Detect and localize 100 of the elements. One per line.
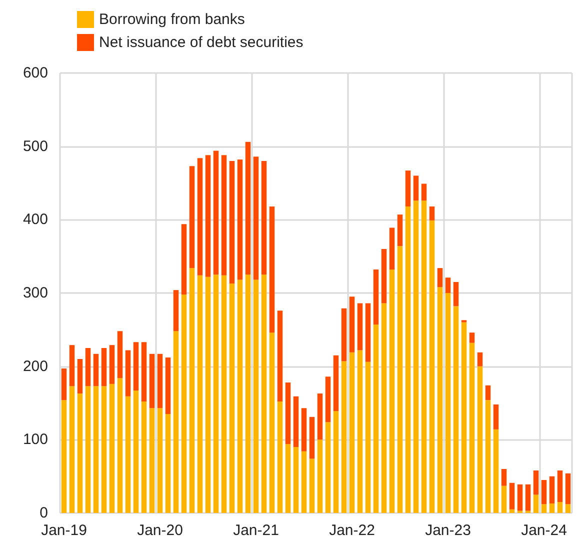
- y-tick-label: 500: [22, 138, 48, 155]
- bar: [253, 156, 259, 280]
- bar: [237, 280, 243, 513]
- bar: [565, 473, 571, 504]
- x-tick-label: Jan-22: [329, 522, 375, 539]
- bar: [485, 400, 491, 513]
- bar: [237, 160, 243, 280]
- bar: [373, 324, 379, 513]
- bar: [509, 482, 515, 510]
- bar: [181, 224, 187, 294]
- bar: [509, 509, 515, 513]
- bar: [357, 350, 363, 513]
- bar: [85, 348, 91, 386]
- bar: [117, 378, 123, 513]
- bar: [317, 393, 323, 440]
- bar: [245, 142, 251, 275]
- bar: [549, 503, 555, 513]
- bar: [181, 294, 187, 513]
- bar: [549, 476, 555, 504]
- x-tick-label: Jan-21: [233, 522, 279, 539]
- bar: [229, 283, 235, 513]
- x-tick-label: Jan-20: [137, 522, 183, 539]
- bar: [165, 414, 171, 513]
- bar: [453, 306, 459, 513]
- bar: [461, 322, 467, 513]
- bar: [413, 176, 419, 201]
- bar: [485, 385, 491, 400]
- bar: [493, 429, 499, 513]
- bar: [437, 268, 443, 288]
- bar: [501, 486, 507, 513]
- bar: [261, 274, 267, 513]
- bar: [245, 274, 251, 513]
- bar: [197, 275, 203, 513]
- bar: [533, 494, 539, 513]
- bar: [389, 270, 395, 513]
- bar: [341, 308, 347, 362]
- bar: [189, 268, 195, 513]
- bar: [253, 280, 259, 513]
- bar: [477, 352, 483, 366]
- legend-label: Borrowing from banks: [99, 11, 245, 28]
- y-tick-label: 400: [22, 211, 48, 228]
- bar: [437, 287, 443, 513]
- bar: [269, 206, 275, 333]
- bar: [173, 290, 179, 332]
- bar: [149, 408, 155, 513]
- bar: [109, 345, 115, 384]
- bar: [405, 206, 411, 513]
- bar: [285, 382, 291, 444]
- bar: [157, 408, 163, 513]
- y-tick-label: 300: [22, 284, 48, 302]
- bar: [141, 342, 147, 402]
- y-tick-label: 0: [40, 504, 48, 522]
- bar: [261, 161, 267, 275]
- bar: [501, 469, 507, 486]
- legend-label: Net issuance of debt securities: [99, 34, 304, 51]
- bar: [413, 200, 419, 513]
- bar: [197, 158, 203, 276]
- bar: [277, 402, 283, 513]
- bar: [421, 200, 427, 513]
- bar: [541, 480, 547, 504]
- bar: [421, 184, 427, 201]
- bar: [101, 348, 107, 386]
- bar: [269, 332, 275, 513]
- bar: [117, 331, 123, 378]
- bar: [301, 451, 307, 513]
- bar: [109, 384, 115, 513]
- bar: [381, 303, 387, 513]
- bar: [133, 390, 139, 513]
- bar: [69, 386, 75, 513]
- bar: [445, 293, 451, 513]
- bar: [541, 504, 547, 513]
- bar: [373, 270, 379, 325]
- bar: [317, 440, 323, 513]
- bar: [229, 161, 235, 284]
- bar: [141, 402, 147, 513]
- bar: [205, 276, 211, 513]
- bar: [405, 170, 411, 206]
- x-tick-label: Jan-19: [41, 522, 87, 539]
- bar: [309, 416, 315, 459]
- bar: [493, 404, 499, 430]
- x-tick-label: Jan-24: [521, 522, 567, 539]
- bar: [125, 396, 131, 513]
- bar: [165, 358, 171, 414]
- bar: [149, 354, 155, 408]
- bar: [333, 411, 339, 513]
- bar: [77, 393, 83, 513]
- bar: [357, 303, 363, 350]
- bar: [557, 502, 563, 513]
- bar: [445, 278, 451, 293]
- bar: [221, 155, 227, 276]
- bar: [469, 332, 475, 343]
- bar: [157, 354, 163, 408]
- bar: [365, 362, 371, 513]
- bar: [453, 282, 459, 306]
- bar: [277, 310, 283, 402]
- bar: [301, 408, 307, 452]
- bar: [325, 376, 331, 422]
- bar: [93, 354, 99, 386]
- bar: [205, 155, 211, 277]
- bar: [61, 368, 67, 400]
